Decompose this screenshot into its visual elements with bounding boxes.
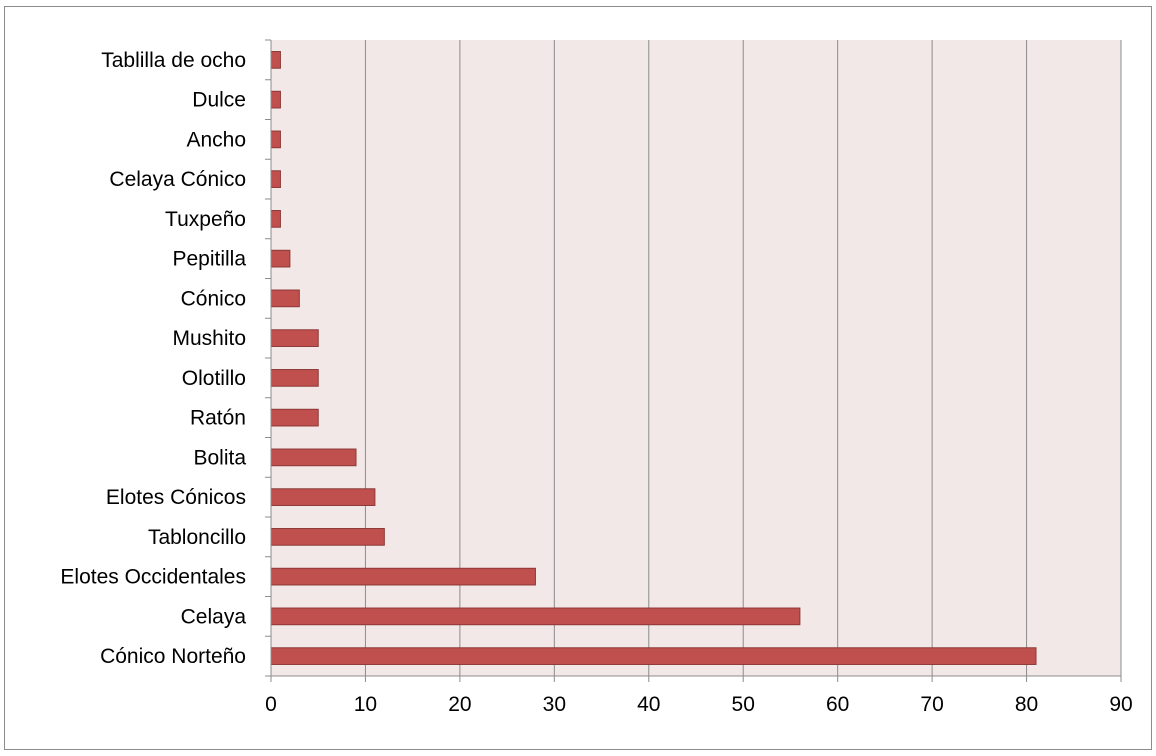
bar [270,210,281,228]
x-tick-label: 70 [920,693,943,716]
x-tick-label: 10 [354,693,377,716]
x-tick-label: 50 [732,693,755,716]
x-tick-label: 20 [448,693,471,716]
bar [270,249,291,268]
category-label: Celaya [181,605,247,628]
category-label: Elotes Occidentales [60,566,246,589]
category-label: Dulce [192,89,246,112]
x-tick-label: 60 [826,693,849,716]
bar [270,408,319,427]
category-label: Bolita [193,446,246,469]
gridlines [364,40,1122,676]
category-label: Tabloncillo [148,526,246,549]
bar [270,329,319,347]
bar [270,90,281,109]
x-tick-label: 40 [637,693,660,716]
category-labels: Cónico Norteño Celaya Elotes Occidentales T… [60,49,246,668]
category-label: Celaya Cónico [109,168,246,191]
x-tick-label: 90 [1109,693,1132,716]
category-label: Pepitilla [172,248,246,271]
bar [270,567,536,586]
axes [265,39,1122,682]
bar [270,448,357,467]
bars [270,51,1037,665]
category-label: Elotes Cónicos [106,486,246,509]
bar [270,488,376,506]
category-label: Tablilla de ocho [101,49,246,72]
bar [270,647,1037,665]
bar [270,369,319,387]
x-tick-label: 80 [1015,693,1038,716]
x-tick-labels: 0 10 20 30 40 50 60 70 80 90 [265,693,1133,716]
bar [270,607,801,626]
x-tick-label: 30 [543,693,566,716]
category-label: Cónico [181,287,246,310]
category-label: Olotillo [182,367,246,390]
x-tick-label: 0 [265,693,277,716]
category-label: Mushito [172,327,246,350]
bar [270,51,281,69]
bar [270,130,281,149]
category-label: Ancho [186,128,246,151]
bar [270,170,281,188]
bar [270,289,300,308]
category-label: Ratón [190,407,246,430]
category-label: Cónico Norteño [100,645,246,668]
category-label: Tuxpeño [165,208,246,231]
bar [270,528,385,546]
